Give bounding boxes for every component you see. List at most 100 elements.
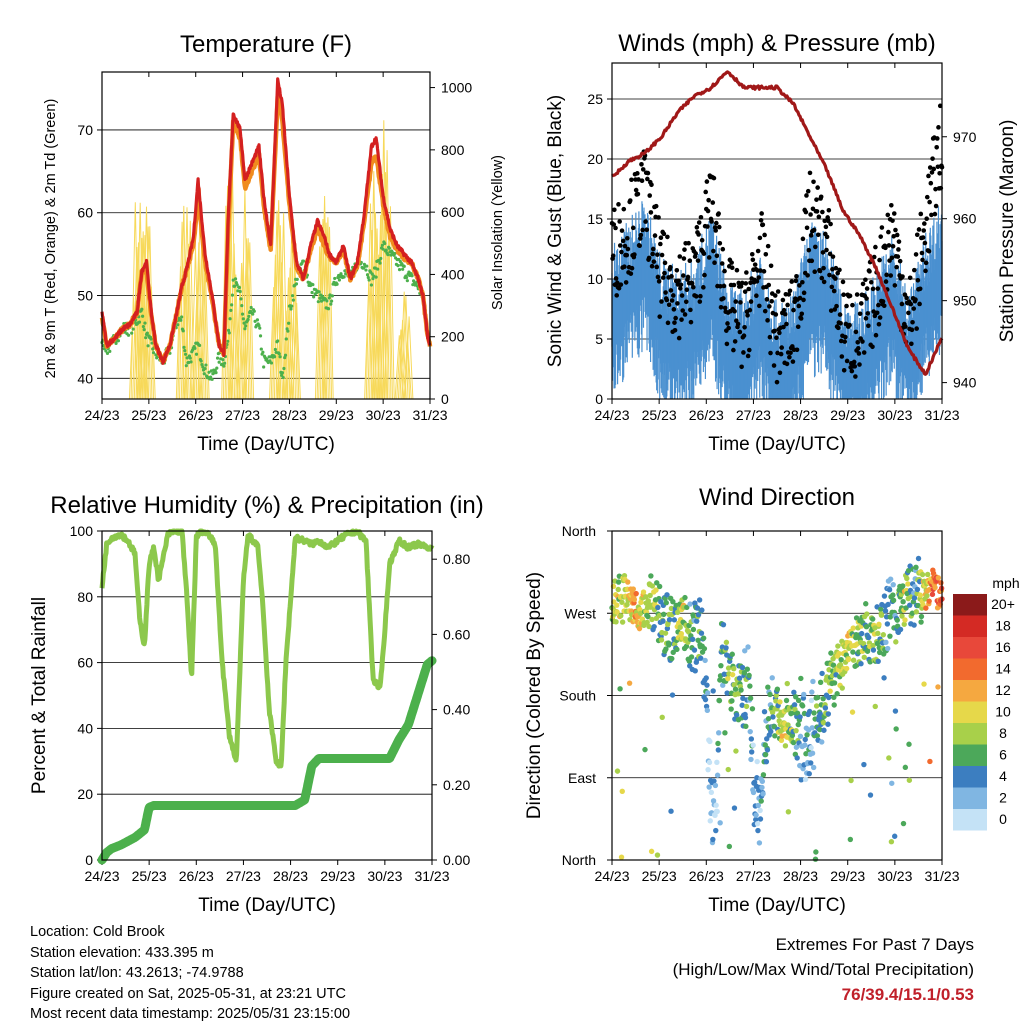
dewpoint-point bbox=[199, 359, 203, 363]
gust-point bbox=[929, 170, 935, 175]
gust-point bbox=[795, 324, 801, 330]
gust-point bbox=[742, 324, 747, 330]
gust-point bbox=[884, 272, 889, 278]
direction-point bbox=[759, 784, 765, 791]
direction-point bbox=[717, 820, 723, 826]
gust-point bbox=[714, 220, 719, 226]
direction-point bbox=[825, 721, 831, 727]
dewpoint-point bbox=[210, 377, 214, 381]
x-tick-label: 26/23 bbox=[689, 868, 724, 884]
gust-point bbox=[734, 267, 740, 273]
direction-point bbox=[619, 788, 625, 794]
gust-point bbox=[611, 222, 617, 227]
direction-point bbox=[714, 808, 720, 815]
y-tick-label: 20 bbox=[77, 786, 93, 802]
dewpoint-point bbox=[142, 328, 146, 332]
gust-point bbox=[622, 243, 628, 249]
direction-point bbox=[835, 643, 841, 649]
dewpoint-point bbox=[381, 247, 385, 251]
dewpoint-point bbox=[262, 365, 266, 369]
direction-point bbox=[906, 777, 913, 783]
y-right-tick-label: 960 bbox=[953, 211, 977, 227]
gust-point bbox=[820, 250, 826, 255]
direction-point bbox=[692, 668, 698, 674]
direction-point bbox=[731, 666, 737, 672]
direction-point bbox=[684, 604, 690, 611]
direction-point bbox=[798, 777, 804, 783]
gust-point bbox=[695, 258, 701, 263]
gust-point bbox=[839, 354, 845, 359]
gust-point bbox=[807, 170, 813, 176]
gust-point bbox=[926, 173, 931, 179]
gust-point bbox=[914, 326, 919, 331]
gust-point bbox=[936, 125, 941, 130]
dewpoint-point bbox=[258, 326, 262, 330]
direction-point bbox=[750, 742, 756, 748]
x-tick-label: 24/23 bbox=[84, 407, 119, 423]
direction-point bbox=[870, 616, 876, 622]
gust-point bbox=[670, 293, 676, 298]
dewpoint-point bbox=[380, 243, 384, 247]
direction-point bbox=[700, 635, 707, 641]
gust-point bbox=[616, 285, 622, 291]
direction-point bbox=[754, 758, 760, 765]
gust-point bbox=[701, 285, 706, 290]
direction-point bbox=[754, 820, 761, 827]
dewpoint-point bbox=[141, 314, 145, 318]
direction-point bbox=[801, 691, 807, 698]
direction-point bbox=[880, 632, 887, 638]
gust-point bbox=[627, 198, 633, 203]
gust-point bbox=[698, 293, 703, 299]
gust-point bbox=[934, 136, 940, 141]
gust-point bbox=[865, 311, 871, 316]
gust-point bbox=[900, 274, 905, 279]
chart-title-1: Winds (mph) & Pressure (mb) bbox=[618, 30, 935, 57]
gust-point bbox=[875, 286, 881, 291]
gust-point bbox=[669, 274, 674, 279]
direction-point bbox=[656, 612, 662, 619]
direction-point bbox=[826, 694, 832, 701]
gust-point bbox=[863, 277, 868, 283]
legend-label: 20+ bbox=[991, 596, 1015, 612]
gust-point bbox=[745, 313, 750, 318]
legend-label: 18 bbox=[995, 618, 1011, 634]
gust-point bbox=[658, 235, 664, 241]
direction-point bbox=[755, 827, 761, 834]
chart-title-0: Temperature (F) bbox=[180, 31, 352, 58]
x-axis-label-3: Time (Day/UTC) bbox=[708, 895, 846, 916]
direction-point bbox=[870, 647, 877, 653]
gust-point bbox=[796, 303, 802, 309]
plot-border bbox=[101, 530, 433, 861]
direction-point bbox=[666, 616, 673, 623]
x-tick-label: 28/23 bbox=[783, 868, 818, 884]
direction-point bbox=[724, 690, 730, 696]
direction-point bbox=[729, 698, 735, 704]
dewpoint-point bbox=[181, 329, 185, 333]
gust-point bbox=[711, 175, 717, 181]
pressure-line bbox=[610, 70, 944, 376]
direction-point bbox=[748, 756, 754, 763]
dewpoint-point bbox=[105, 351, 110, 355]
direction-point bbox=[694, 605, 701, 611]
dewpoint-point bbox=[235, 283, 239, 287]
dewpoint-point bbox=[126, 333, 131, 337]
direction-point bbox=[654, 580, 660, 586]
gust-point bbox=[858, 301, 864, 306]
y-category-label: South bbox=[559, 688, 596, 704]
legend-swatch bbox=[953, 787, 987, 809]
direction-point bbox=[845, 656, 852, 663]
gust-point bbox=[873, 244, 878, 250]
direction-point bbox=[619, 599, 625, 605]
gust-point bbox=[877, 315, 883, 320]
solar-insolation-line bbox=[314, 246, 324, 400]
dewpoint-point bbox=[217, 360, 221, 364]
gust-point bbox=[629, 265, 635, 271]
gust-point bbox=[870, 344, 875, 350]
direction-point bbox=[663, 600, 669, 606]
plot-border bbox=[101, 71, 431, 400]
direction-point bbox=[875, 630, 881, 637]
direction-point bbox=[637, 610, 644, 617]
direction-point bbox=[706, 759, 713, 766]
elevation-text: Station elevation: 433.395 m bbox=[30, 944, 214, 961]
gust-point bbox=[934, 144, 939, 150]
